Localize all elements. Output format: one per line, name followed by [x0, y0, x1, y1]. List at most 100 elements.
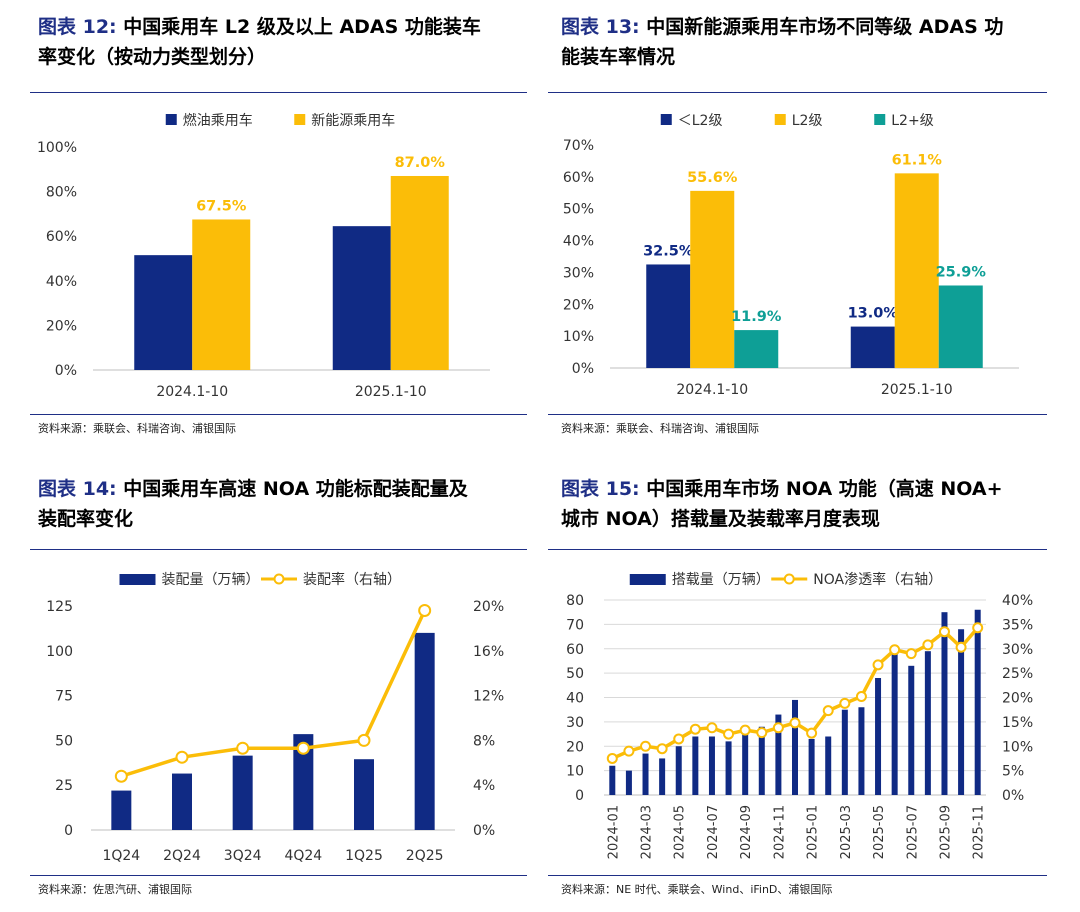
- c14-rate-line: [120, 609, 427, 778]
- c12-legend-swatch-0: [165, 114, 177, 125]
- c12-ytick-5: 100%: [37, 140, 77, 156]
- c15-bar-0: [609, 765, 616, 795]
- c13-ytick-4: 40%: [563, 234, 594, 250]
- c12-bar-1-1: [390, 175, 449, 370]
- c15-rate-point-2: [640, 740, 652, 752]
- p14-source: 资料来源：佐思汽研、浦银国际: [38, 883, 192, 896]
- c13-bar-2-1: [938, 285, 983, 368]
- p12-title-line2: 率变化（按动力类型划分）: [38, 46, 267, 68]
- c15-bar-17: [891, 653, 898, 795]
- p15-source: 资料来源：NE 时代、乘联会、Wind、iFinD、浦银国际: [561, 883, 833, 896]
- c14-rate-point-0: [114, 769, 128, 783]
- c13-datalabel-1-1: 61.1%: [892, 152, 943, 168]
- c13-datalabel-0-1: 13.0%: [848, 306, 899, 322]
- p12-title: 图表 12: 中国乘用车 L2 级及以上 ADAS 功能装车 率变化（按动力类型…: [38, 12, 538, 72]
- c13-ytick-2: 20%: [563, 297, 594, 313]
- c15-bar-8: [742, 729, 749, 795]
- c15-rate-point-7: [723, 728, 735, 740]
- c12-datalabel-1-1: 87.0%: [395, 155, 446, 171]
- c14-ytick-left-2: 50: [55, 733, 73, 749]
- c15-rate-point-5: [689, 723, 701, 735]
- c15-rate-point-12: [806, 727, 818, 739]
- p13-source: 资料来源：乘联会、科瑞咨询、浦银国际: [561, 422, 759, 435]
- c15-bar-5: [692, 736, 699, 795]
- c14-bar-0: [111, 790, 132, 830]
- c15-ytick-right-4: 20%: [1002, 691, 1033, 707]
- c15-ytick-left-0: 0: [575, 788, 584, 804]
- c15-rate-point-20: [938, 626, 950, 638]
- c13-datalabel-0-0: 32.5%: [643, 243, 694, 259]
- p12-title-line1: 中国乘用车 L2 级及以上 ADAS 功能装车: [123, 16, 481, 38]
- c13-datalabel-1-0: 55.6%: [687, 170, 738, 186]
- c15-ytick-left-4: 40: [566, 691, 584, 707]
- c15-rate-point-15: [855, 691, 867, 703]
- p13-title: 图表 13: 中国新能源乘用车市场不同等级 ADAS 功 能装车率情况: [561, 12, 1061, 72]
- c15-ytick-left-1: 10: [566, 764, 584, 780]
- c15-bar-2: [642, 753, 649, 795]
- p12-top-rule: [30, 92, 527, 93]
- c13-ytick-5: 50%: [563, 202, 594, 218]
- c15-ytick-right-6: 30%: [1002, 642, 1033, 658]
- c14-bar-5: [414, 632, 435, 830]
- c14-ytick-right-5: 20%: [473, 599, 504, 615]
- p13-top-rule: [548, 92, 1047, 93]
- c13-ytick-6: 60%: [563, 170, 594, 186]
- chart-12: 0% 20% 40% 60% 80% 100% 2024.1-10 67.5% 2025.1-1…: [37, 112, 490, 400]
- c15-xtick-20: 2025-09: [938, 805, 953, 859]
- c13-legend-swatch-1: [774, 114, 786, 125]
- c15-ytick-right-5: 25%: [1002, 666, 1033, 682]
- c14-ytick-left-0: 0: [64, 823, 73, 839]
- p15-title: 图表 15: 中国乘用车市场 NOA 功能（高速 NOA+ 城市 NOA）搭载量…: [561, 474, 1061, 534]
- c13-datalabel-2-0: 11.9%: [731, 309, 782, 325]
- c15-ytick-left-6: 60: [566, 642, 584, 658]
- c14-legend-swatch-0: [119, 574, 156, 585]
- c15-bar-18: [908, 665, 915, 795]
- p12-title-label: 图表 12:: [38, 16, 117, 38]
- c13-legend-label-2: L2+级: [891, 113, 933, 129]
- p14-title: 图表 14: 中国乘用车高速 NOA 功能标配装配量及 装配率变化: [38, 474, 538, 534]
- c13-legend-label-1: L2级: [792, 113, 823, 129]
- p13-title-line1: 中国新能源乘用车市场不同等级 ADAS 功: [646, 16, 1004, 38]
- c13-bar-1-0: [690, 190, 735, 368]
- p15-title-line1: 中国乘用车市场 NOA 功能（高速 NOA+: [646, 478, 1003, 500]
- c13-ytick-1: 10%: [563, 329, 594, 345]
- c15-rate-point-16: [872, 659, 884, 671]
- c12-xtick-1: 2025.1-10: [355, 384, 427, 400]
- c12-ytick-3: 60%: [46, 229, 77, 245]
- c15-rate-point-3: [656, 743, 668, 755]
- c15-xtick-6: 2024-07: [706, 805, 721, 859]
- c15-bar-10: [775, 714, 782, 795]
- c15-xtick-12: 2025-01: [806, 805, 821, 859]
- c15-legend-label-0: 搭载量（万辆）: [672, 572, 770, 588]
- c12-bar-1-0: [192, 219, 251, 370]
- c13-bar-1-1: [894, 173, 939, 368]
- chart-14: 0 25 50 75 100 125 0% 4% 8% 12% 16% 20% 1Q24 2Q24 3Q24…: [46, 571, 504, 864]
- c14-ytick-left-5: 125: [46, 599, 73, 615]
- c15-bar-7: [725, 741, 732, 795]
- c15-bar-19: [924, 651, 931, 795]
- c12-legend-swatch-1: [294, 114, 306, 125]
- c15-ytick-left-8: 80: [566, 593, 584, 609]
- c14-ytick-right-0: 0%: [473, 823, 495, 839]
- c15-ytick-right-0: 0%: [1002, 788, 1024, 804]
- c14-ytick-right-4: 16%: [473, 644, 504, 660]
- c15-ytick-left-3: 30: [566, 715, 584, 731]
- c15-rate-point-13: [822, 705, 834, 717]
- c15-rate-point-14: [839, 697, 851, 709]
- c15-xtick-0: 2024-01: [606, 805, 621, 859]
- c15-xtick-4: 2024-05: [673, 805, 688, 859]
- c13-bar-2-0: [734, 330, 779, 368]
- c13-legend-label-0: ＜L2级: [678, 113, 723, 129]
- c15-bar-3: [659, 758, 666, 795]
- c14-ytick-left-1: 25: [55, 778, 73, 794]
- c13-xtick-1: 2025.1-10: [881, 382, 953, 398]
- c15-xtick-22: 2025-11: [972, 805, 987, 859]
- p15-title-label: 图表 15:: [561, 478, 640, 500]
- c15-rate-point-22: [972, 622, 984, 634]
- c15-bar-15: [858, 707, 865, 795]
- c15-rate-point-8: [739, 724, 751, 736]
- c13-ytick-0: 0%: [572, 361, 594, 377]
- c12-legend-label-1: 新能源乘用车: [311, 112, 395, 129]
- c15-ytick-right-7: 35%: [1002, 617, 1033, 633]
- c15-rate-point-0: [606, 752, 618, 764]
